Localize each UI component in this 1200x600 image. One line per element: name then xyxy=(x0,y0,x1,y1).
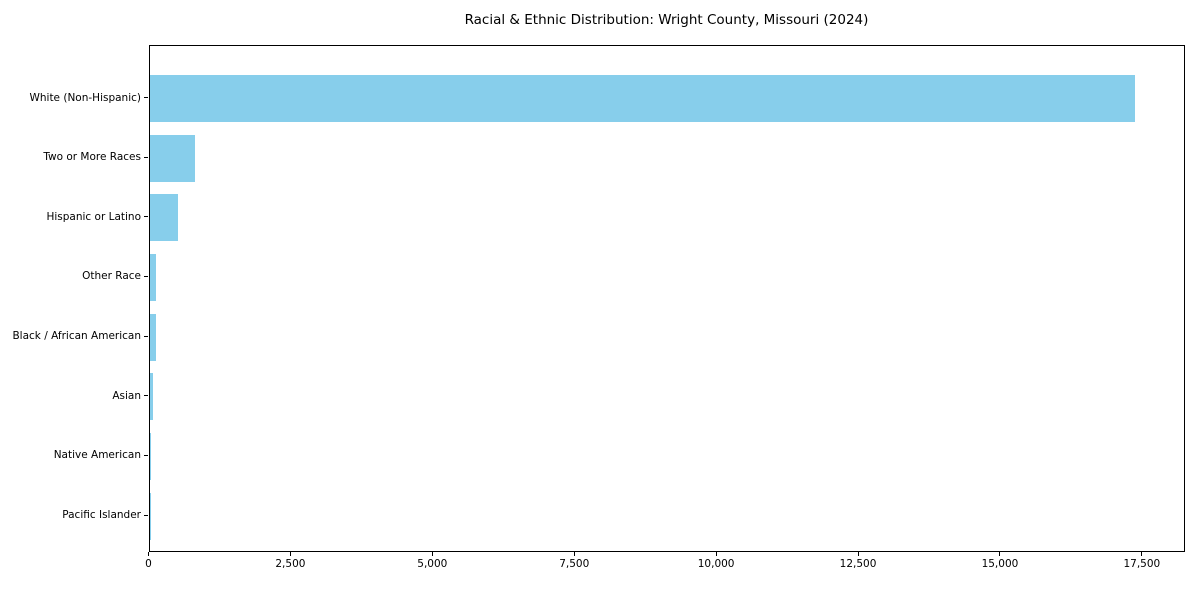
x-tick-label: 12,500 xyxy=(839,558,877,570)
x-tick-label: 15,000 xyxy=(981,558,1019,570)
y-tick-label: Black / African American xyxy=(12,329,141,342)
x-tick-label: 5,000 xyxy=(417,558,448,570)
y-tick-mark xyxy=(144,335,148,337)
y-tick-mark xyxy=(144,395,148,397)
x-tick-mark xyxy=(1141,552,1143,556)
y-tick-label: Native American xyxy=(53,449,141,462)
y-tick-label: Other Race xyxy=(82,270,141,283)
y-tick-mark xyxy=(144,275,148,277)
bar xyxy=(149,432,151,480)
x-tick-label: 17,500 xyxy=(1123,558,1161,570)
x-tick-label: 0 xyxy=(145,558,152,570)
y-tick-mark xyxy=(144,514,148,516)
x-tick-mark xyxy=(148,552,149,556)
x-tick-label: 10,000 xyxy=(697,558,735,570)
y-tick-label: Asian xyxy=(112,389,141,402)
x-tick-mark xyxy=(715,552,717,556)
y-tick-label: Pacific Islander xyxy=(62,508,141,521)
x-tick-mark xyxy=(857,552,859,556)
y-tick-mark xyxy=(144,216,148,218)
bar xyxy=(149,313,156,361)
y-tick-label: Two or More Races xyxy=(43,150,141,163)
x-tick-mark xyxy=(289,552,291,556)
bar xyxy=(149,134,195,182)
y-tick-mark xyxy=(144,156,148,158)
chart-title: Racial & Ethnic Distribution: Wright Cou… xyxy=(464,12,869,28)
bar xyxy=(149,194,178,242)
x-tick-mark xyxy=(573,552,575,556)
x-tick-label: 2,500 xyxy=(275,558,306,570)
y-tick-mark xyxy=(144,97,148,98)
bar xyxy=(149,373,154,421)
plot-area xyxy=(148,45,1185,552)
x-tick-mark xyxy=(999,552,1001,556)
y-tick-mark xyxy=(144,454,148,456)
y-tick-label: White (Non-Hispanic) xyxy=(29,91,141,104)
bar xyxy=(149,75,1136,122)
y-tick-label: Hispanic or Latino xyxy=(46,210,141,223)
bar xyxy=(149,253,157,301)
x-tick-label: 7,500 xyxy=(559,558,590,570)
x-tick-mark xyxy=(431,552,433,556)
